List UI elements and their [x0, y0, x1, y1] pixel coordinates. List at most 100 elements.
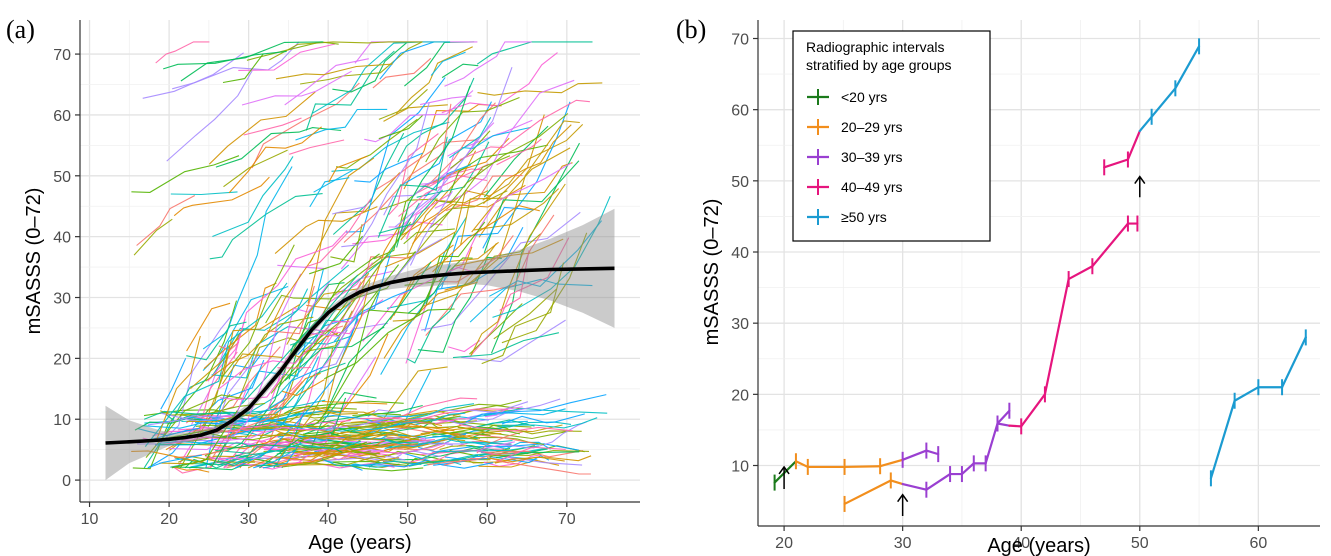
- a-trajectory-line: [221, 244, 295, 378]
- a-trajectory-line: [471, 114, 545, 233]
- a-trajectory-line: [136, 195, 196, 246]
- a-trajectory-line: [478, 426, 521, 435]
- a-trajectory-line: [367, 418, 478, 424]
- legend-item-label: 20–29 yrs: [841, 119, 902, 135]
- a-trajectory-line: [362, 266, 473, 342]
- a-trajectory-line: [228, 126, 322, 194]
- a-trajectory-line: [352, 412, 401, 417]
- legend-item-label: 40–49 yrs: [841, 179, 902, 195]
- a-trajectory-line: [352, 420, 435, 428]
- a-trajectory-line: [417, 256, 502, 353]
- a-trajectory-line: [496, 451, 580, 459]
- a-trajectory-line: [175, 466, 210, 473]
- a-trajectory-line: [186, 302, 231, 352]
- b-segment: [996, 422, 1011, 427]
- a-trajectory-line: [322, 443, 419, 459]
- legend-items: <20 yrs 20–29 yrs 30–39 yrs 40–49 yrs ≥50 yr…: [807, 89, 902, 225]
- b-y-tick-label: 10: [731, 459, 749, 476]
- a-trajectory-line: [295, 108, 388, 141]
- a-trajectory-line: [425, 221, 486, 305]
- a-trajectory-line: [177, 456, 256, 463]
- a-trajectory-line: [395, 46, 473, 115]
- a-trajectory-line: [388, 152, 456, 228]
- b-segment: [879, 458, 904, 468]
- a-trajectory-line: [266, 446, 352, 467]
- a-trajectory-line: [368, 447, 489, 468]
- a-trajectory-line: [416, 141, 490, 198]
- a-trajectory-line: [224, 326, 339, 469]
- b-segment: [843, 465, 882, 469]
- a-trajectory-line: [164, 384, 249, 446]
- a-trajectory-line: [265, 257, 382, 324]
- a-trajectory-line: [170, 191, 238, 196]
- a-trajectory-line: [155, 41, 210, 64]
- b-segment: [1233, 386, 1260, 402]
- panel-b-y-axis-title: mSASSS (0–72): [701, 199, 723, 346]
- a-trajectory-line: [160, 431, 237, 440]
- a-trajectory-line: [226, 401, 286, 469]
- a-trajectory-line: [310, 305, 365, 337]
- a-trajectory-line: [444, 246, 473, 291]
- a-trajectory-line: [331, 121, 450, 172]
- a-trajectory-line: [344, 437, 405, 441]
- a-trajectory-line: [469, 237, 570, 358]
- a-trajectory-line: [500, 421, 588, 449]
- a-trajectory-line: [427, 451, 520, 466]
- b-segment: [1067, 265, 1094, 281]
- b-segment: [925, 449, 940, 456]
- b-segment: [1091, 222, 1130, 268]
- a-trajectory-line: [406, 150, 477, 258]
- legend-title-line-1: Radiographic intervals: [806, 39, 945, 55]
- a-trajectory-line: [400, 190, 489, 241]
- a-trajectory-line: [294, 407, 358, 415]
- a-trajectory-line: [293, 451, 400, 462]
- a-smooth-line: [105, 266, 615, 445]
- a-y-tick-label: 50: [53, 169, 71, 186]
- a-trajectory-line: [324, 261, 432, 416]
- a-trajectory-line: [372, 57, 432, 89]
- a-trajectory-line: [168, 427, 282, 451]
- a-trajectory-line: [482, 206, 534, 249]
- a-x-tick-label: 20: [160, 511, 178, 528]
- b-x-tick-label: 30: [894, 535, 912, 552]
- a-trajectory-line: [282, 451, 380, 468]
- a-trajectory-line: [421, 430, 512, 445]
- a-trajectory-line: [461, 319, 566, 363]
- a-trajectory-line: [266, 285, 315, 335]
- a-trajectory-line: [430, 51, 466, 76]
- legend-title: Radiographic intervals stratified by age…: [806, 39, 952, 73]
- a-trajectory-line: [163, 50, 287, 70]
- a-trajectory-line: [281, 362, 346, 411]
- a-trajectory-line: [377, 136, 448, 238]
- b-segment: [984, 422, 999, 465]
- a-trajectory-line: [232, 268, 325, 419]
- a-y-tick-label: 60: [53, 108, 71, 125]
- b-segment: [1209, 399, 1236, 480]
- b-segment: [901, 449, 928, 461]
- a-trajectory-line: [171, 410, 238, 469]
- a-trajectory-line: [379, 41, 435, 80]
- b-segment: [773, 460, 798, 484]
- a-trajectory-line: [218, 341, 240, 352]
- a-trajectory-line: [409, 190, 453, 266]
- a-trajectory-line: [501, 417, 598, 429]
- a-trajectory-line: [235, 318, 359, 469]
- a-trajectory-line: [432, 205, 540, 273]
- a-y-tick-label: 40: [53, 230, 71, 247]
- a-trajectory-line: [335, 270, 396, 296]
- a-trajectory-line: [502, 413, 585, 425]
- a-trajectory-line: [217, 321, 350, 391]
- a-trajectory-line: [222, 53, 264, 84]
- a-trajectory-line: [483, 125, 549, 198]
- a-trajectory-line: [186, 414, 279, 423]
- a-trajectory-line: [378, 189, 444, 234]
- a-trajectory-line: [481, 262, 565, 365]
- a-trajectory-line: [497, 421, 572, 428]
- a-x-tick-label: 70: [558, 511, 576, 528]
- a-trajectory-line: [179, 402, 266, 418]
- a-trajectory-line: [255, 435, 320, 449]
- panel-b-axes: 20 30 40 50 60 10 20 30 40 50 60 70: [731, 20, 1320, 552]
- a-trajectory-line: [246, 41, 339, 61]
- b-segment: [1138, 115, 1153, 133]
- a-trajectory-line: [384, 437, 513, 448]
